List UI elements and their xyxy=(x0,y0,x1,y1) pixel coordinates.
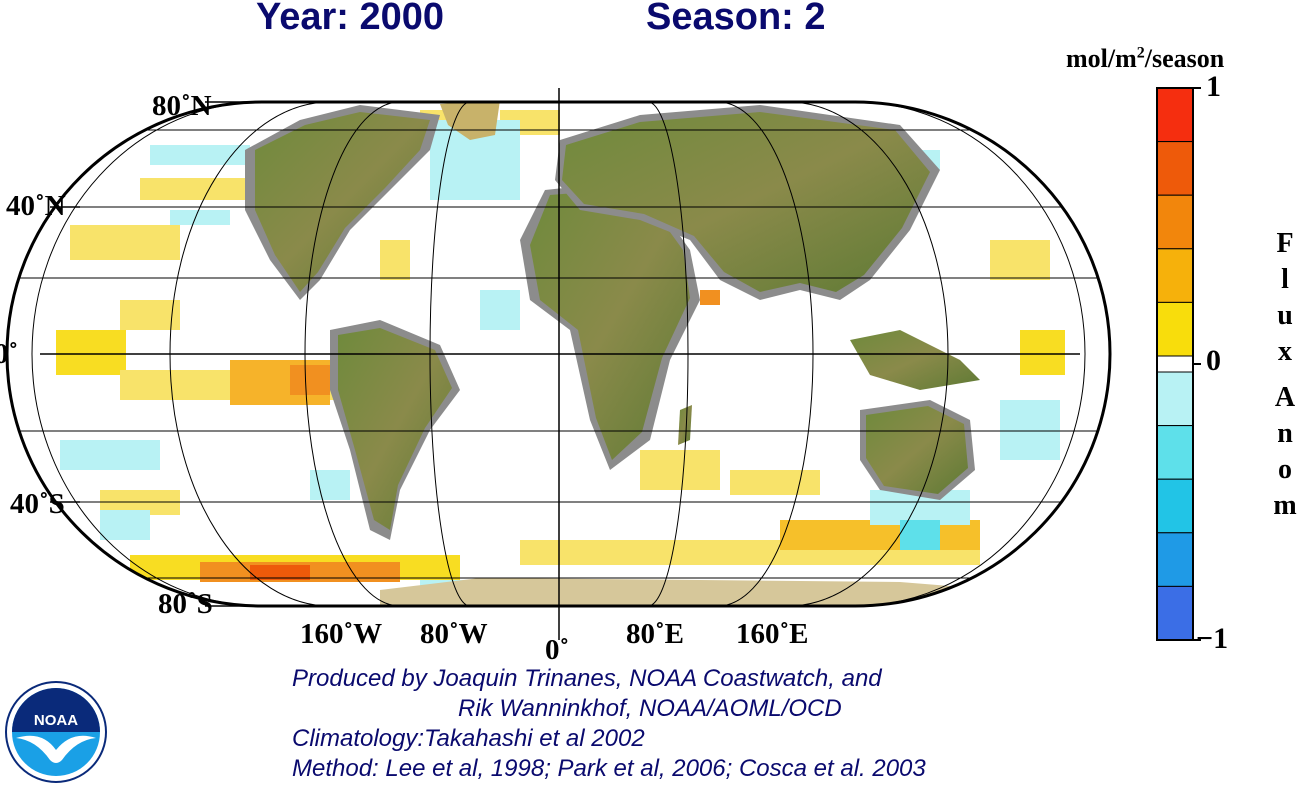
credits-line-3: Climatology:Takahashi et al 2002 xyxy=(292,725,645,752)
colorbar-swatch xyxy=(1156,425,1194,480)
lon-label-0: 0˚ xyxy=(545,634,570,666)
colorbar xyxy=(1156,87,1201,641)
colorbar-swatch xyxy=(1156,371,1194,427)
logo-text: NOAA xyxy=(34,712,78,729)
credits-line-4: Method: Lee et al, 1998; Park et al, 200… xyxy=(292,755,926,782)
colorbar-label-letter: o xyxy=(1278,454,1292,485)
colorbar-swatch xyxy=(1156,301,1194,357)
colorbar-label-letter: l xyxy=(1281,264,1289,295)
lat-label-40n: 40˚N xyxy=(6,190,66,222)
colorbar-label-letter: m xyxy=(1273,490,1297,521)
colorbar-swatch xyxy=(1156,87,1194,143)
land-masses xyxy=(245,102,1000,606)
colorbar-label-letter: x xyxy=(1278,336,1292,367)
colorbar-swatch xyxy=(1156,355,1194,373)
colorbar-swatch xyxy=(1156,585,1194,641)
colorbar-tick-zero: 0 xyxy=(1206,344,1221,377)
colorbar-label-letter: u xyxy=(1277,300,1293,331)
lat-label-40s: 40˚S xyxy=(10,488,65,520)
colorbar-swatch xyxy=(1156,478,1194,534)
lon-label-80w: 80˚W xyxy=(420,618,488,650)
map-frame xyxy=(5,100,1112,608)
season-title: Season: 2 xyxy=(646,0,826,38)
year-title: Year: 2000 xyxy=(256,0,445,38)
colorbar-label-letter: A xyxy=(1274,382,1296,413)
lon-label-160e: 160˚E xyxy=(736,618,809,650)
colorbar-swatch xyxy=(1156,194,1194,250)
credits-block: Produced by Joaquin Trinanes, NOAA Coast… xyxy=(292,664,926,784)
colorbar-tick-max: 1 xyxy=(1206,70,1221,103)
lat-label-80n: 80˚N xyxy=(152,90,212,122)
lon-label-160w: 160˚W xyxy=(300,618,383,650)
credits-line-1: Produced by Joaquin Trinanes, NOAA Coast… xyxy=(292,665,882,692)
colorbar-swatch xyxy=(1156,248,1194,303)
colorbar-unit: mol/m2/season xyxy=(1066,44,1225,73)
flux-anomaly-field xyxy=(56,102,1065,606)
colorbar-label-letter: F xyxy=(1276,228,1294,259)
colorbar-tick-min: −1 xyxy=(1196,622,1229,655)
colorbar-label-letter: n xyxy=(1277,418,1293,449)
colorbar-swatch xyxy=(1156,532,1194,587)
lat-label-equator: 0˚ xyxy=(0,338,19,370)
colorbar-swatch xyxy=(1156,141,1194,196)
credits-line-2: Rik Wanninkhof, NOAA/AOML/OCD xyxy=(458,695,842,722)
noaa-logo: NOAA xyxy=(5,681,107,783)
lon-label-80e: 80˚E xyxy=(626,618,684,650)
lat-label-80s: 80˚S xyxy=(158,588,213,620)
